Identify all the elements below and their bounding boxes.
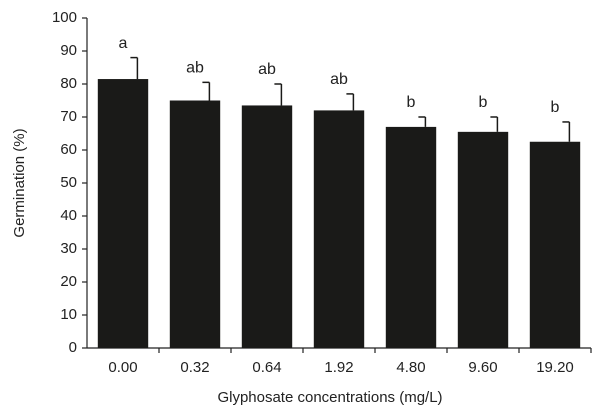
significance-letter: ab xyxy=(258,61,276,78)
y-tick-label: 50 xyxy=(60,174,77,191)
x-tick-label: 0.64 xyxy=(252,359,281,376)
significance-letter: b xyxy=(551,99,560,116)
error-bar xyxy=(490,116,499,132)
x-tick-label: 0.00 xyxy=(108,359,137,376)
y-tick-label: 100 xyxy=(52,9,77,26)
y-tick-label: 30 xyxy=(60,240,77,257)
y-tick-label: 70 xyxy=(60,108,77,125)
x-axis-title: Glyphosate concentrations (mg/L) xyxy=(217,389,442,406)
y-tick-label: 60 xyxy=(60,141,77,158)
y-tick-label: 0 xyxy=(69,339,77,356)
x-tick-label: 4.80 xyxy=(396,359,425,376)
x-tick-label: 19.20 xyxy=(536,359,574,376)
bar xyxy=(385,126,437,349)
significance-letter: b xyxy=(479,94,488,111)
y-tick-label: 40 xyxy=(60,207,77,224)
significance-letter: ab xyxy=(186,60,204,77)
significance-letter: ab xyxy=(330,71,348,88)
y-tick-label: 10 xyxy=(60,306,77,323)
bar xyxy=(529,141,581,348)
error-bar xyxy=(562,121,571,142)
error-bar xyxy=(418,116,427,127)
error-bar xyxy=(346,93,355,111)
x-tick-label: 9.60 xyxy=(468,359,497,376)
bar xyxy=(169,100,221,348)
error-bar xyxy=(274,83,283,106)
x-tick-label: 1.92 xyxy=(324,359,353,376)
bar xyxy=(241,105,293,348)
y-tick-label: 80 xyxy=(60,75,77,92)
bar xyxy=(313,110,365,349)
x-tick-label: 0.32 xyxy=(180,359,209,376)
y-tick-label: 90 xyxy=(60,42,77,59)
significance-letter: b xyxy=(407,94,416,111)
significance-letter: a xyxy=(119,35,128,52)
error-bar xyxy=(202,81,211,101)
bar xyxy=(457,131,509,348)
error-bar xyxy=(130,56,139,80)
y-tick-label: 20 xyxy=(60,273,77,290)
bar xyxy=(97,79,149,349)
y-axis-title: Germination (%) xyxy=(11,128,28,237)
